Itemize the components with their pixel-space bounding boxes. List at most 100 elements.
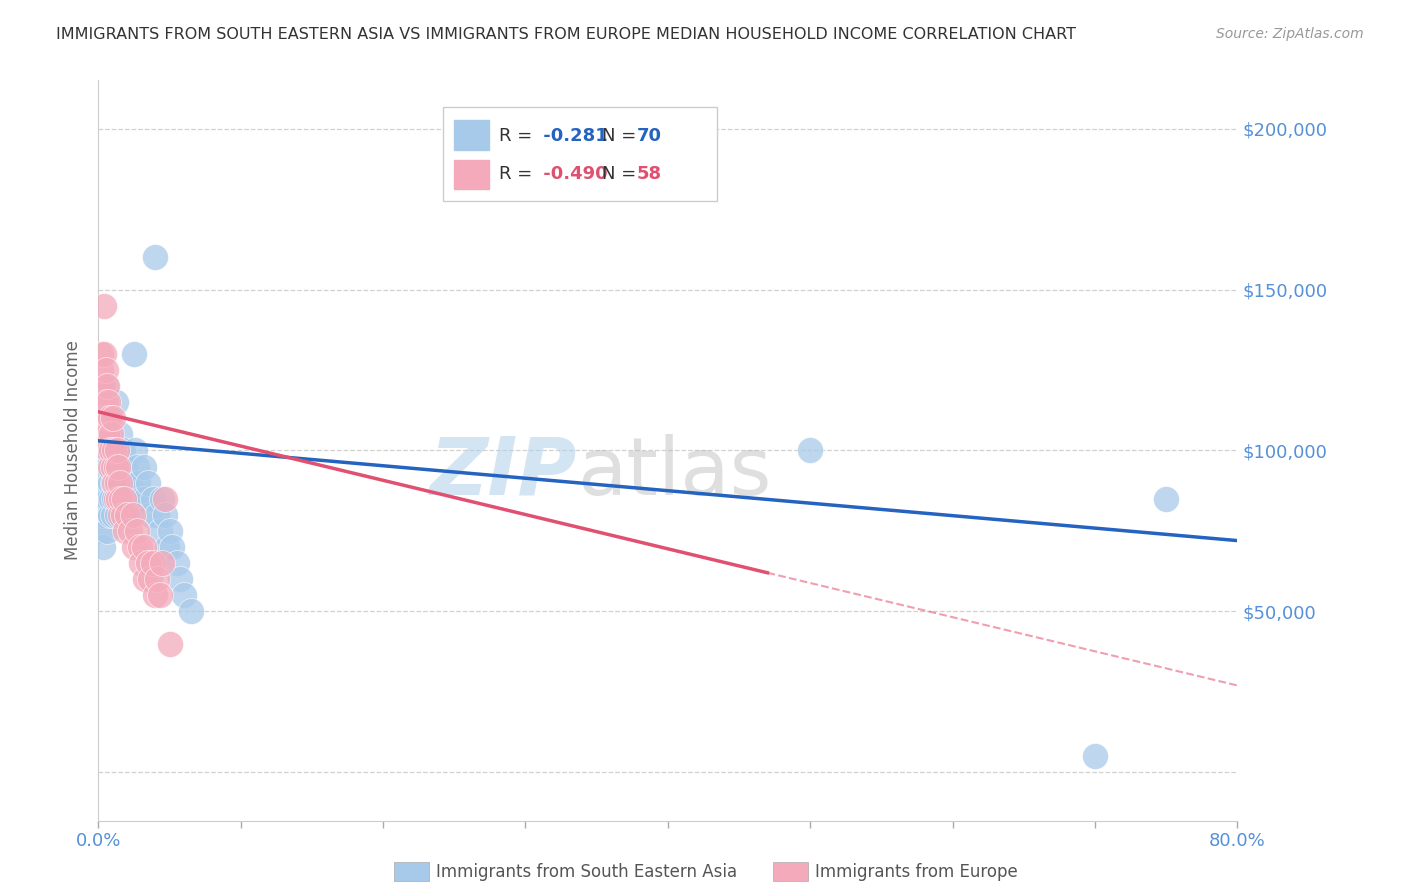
Text: Immigrants from Europe: Immigrants from Europe [815, 863, 1018, 881]
Point [94, 363, 117, 377]
Point [104, 395, 127, 409]
Point [1084, 749, 1107, 764]
Point [166, 556, 188, 570]
Text: R =: R = [499, 127, 538, 145]
Point [96, 443, 118, 458]
Point [90, 443, 112, 458]
Point [89, 395, 111, 409]
Point [1154, 491, 1177, 506]
Text: ZIP: ZIP [429, 434, 576, 512]
Point [122, 540, 145, 554]
Point [90, 411, 112, 425]
Point [149, 524, 172, 538]
Point [93, 347, 115, 361]
Point [91, 459, 114, 474]
Point [105, 443, 128, 458]
Point [125, 459, 148, 474]
Point [124, 443, 146, 458]
Point [97, 459, 120, 474]
Point [101, 475, 124, 490]
Point [105, 508, 128, 522]
Point [93, 299, 115, 313]
Point [100, 427, 122, 442]
Point [127, 475, 149, 490]
Point [93, 508, 115, 522]
Point [129, 491, 152, 506]
Point [93, 411, 115, 425]
Point [91, 427, 114, 442]
Point [129, 556, 152, 570]
Point [169, 572, 191, 586]
Point [136, 556, 159, 570]
Text: atlas: atlas [576, 434, 770, 512]
Point [146, 572, 169, 586]
Text: IMMIGRANTS FROM SOUTH EASTERN ASIA VS IMMIGRANTS FROM EUROPE MEDIAN HOUSEHOLD IN: IMMIGRANTS FROM SOUTH EASTERN ASIA VS IM… [56, 27, 1076, 42]
Point [91, 508, 114, 522]
Point [108, 475, 131, 490]
Point [90, 524, 112, 538]
Y-axis label: Median Household Income: Median Household Income [65, 341, 83, 560]
Point [145, 250, 167, 264]
Point [98, 475, 121, 490]
Text: -0.490: -0.490 [537, 165, 607, 183]
Point [125, 524, 148, 538]
Point [93, 475, 115, 490]
Point [152, 556, 174, 570]
Point [98, 459, 121, 474]
Point [112, 491, 135, 506]
Point [91, 540, 114, 554]
Point [103, 491, 125, 506]
Point [114, 524, 136, 538]
Text: 58: 58 [637, 165, 662, 183]
Point [91, 427, 114, 442]
Point [132, 459, 155, 474]
Point [149, 588, 172, 602]
Point [107, 491, 129, 506]
Point [103, 459, 125, 474]
Point [104, 491, 127, 506]
Point [114, 459, 136, 474]
Point [97, 411, 120, 425]
Point [107, 459, 129, 474]
Point [98, 443, 121, 458]
Point [141, 491, 163, 506]
Point [108, 427, 131, 442]
Point [110, 491, 132, 506]
Text: 70: 70 [637, 127, 662, 145]
Point [111, 443, 134, 458]
Point [101, 459, 124, 474]
Point [108, 475, 131, 490]
Point [132, 540, 155, 554]
Point [104, 459, 127, 474]
Point [173, 588, 195, 602]
Text: R =: R = [499, 165, 538, 183]
Point [96, 379, 118, 393]
Point [111, 508, 134, 522]
Point [145, 588, 167, 602]
Point [96, 475, 118, 490]
Point [118, 524, 141, 538]
Point [115, 508, 138, 522]
Point [138, 572, 160, 586]
Point [134, 491, 156, 506]
Point [89, 459, 111, 474]
Point [112, 475, 135, 490]
Point [141, 556, 163, 570]
Point [103, 443, 125, 458]
Point [117, 508, 139, 522]
Text: N =: N = [602, 165, 641, 183]
Point [799, 443, 821, 458]
Point [97, 491, 120, 506]
Point [115, 491, 138, 506]
Text: Immigrants from South Eastern Asia: Immigrants from South Eastern Asia [436, 863, 737, 881]
Point [100, 491, 122, 506]
Point [155, 508, 177, 522]
Point [100, 443, 122, 458]
Point [96, 524, 118, 538]
Point [121, 508, 143, 522]
Point [101, 411, 124, 425]
Point [97, 443, 120, 458]
Point [93, 411, 115, 425]
Text: Source: ZipAtlas.com: Source: ZipAtlas.com [1216, 27, 1364, 41]
Point [180, 604, 202, 618]
